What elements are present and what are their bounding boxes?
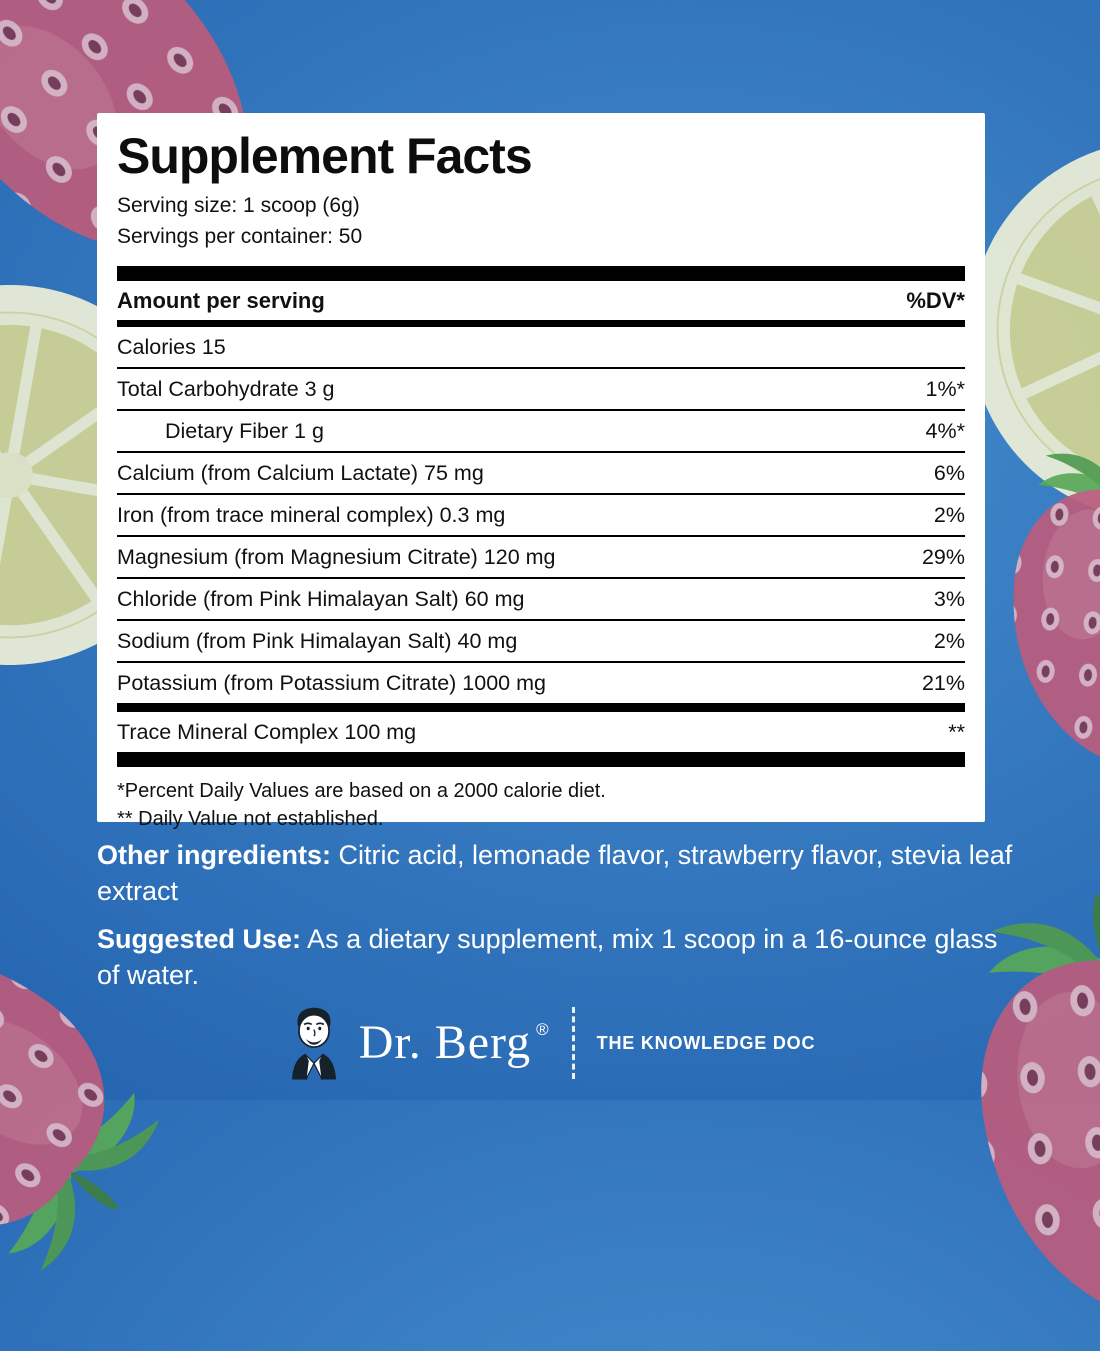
not-established-footnote: ** Daily Value not established. xyxy=(117,808,384,831)
supplement-facts-card: Supplement Facts Serving size: 1 scoop (… xyxy=(97,113,985,830)
page-title: Supplement Facts xyxy=(117,128,533,184)
nutrient-name: Magnesium (from Magnesium Citrate) 120 m… xyxy=(117,544,556,569)
table-header: Amount per serving %DV* xyxy=(117,281,965,320)
header-divider xyxy=(117,319,965,327)
serving-size-text: Serving size: 1 scoop (6g) xyxy=(117,194,360,217)
table-row: Magnesium (from Magnesium Citrate) 120 m… xyxy=(117,534,965,577)
nutrient-name: Potassium (from Potassium Citrate) 1000 … xyxy=(117,670,546,695)
nutrient-dv: 2% xyxy=(933,502,965,527)
nutrient-dv: 21% xyxy=(921,670,965,695)
nutrient-dv: 1%* xyxy=(925,376,965,401)
nutrient-dv: 29% xyxy=(921,544,965,569)
nutrient-name: Calories 15 xyxy=(117,334,226,359)
table-row: Calcium (from Calcium Lactate) 75 mg 6% xyxy=(117,450,965,493)
other-ingredients: Other ingredients: Citric acid, lemonade… xyxy=(97,838,1017,909)
amount-per-serving-header: Amount per serving xyxy=(117,287,325,313)
strawberry-image xyxy=(974,432,1100,778)
servings-per-container-text: Servings per container: 50 xyxy=(117,224,363,248)
nutrient-name: Iron (from trace mineral complex) 0.3 mg xyxy=(117,502,506,527)
suggested-use-label: Suggested Use: xyxy=(97,924,302,954)
table-row: Dietary Fiber 1 g 4%* xyxy=(117,408,965,451)
dr-berg-face-icon xyxy=(285,1003,343,1083)
brand-bar: Dr. Berg ® THE KNOWLEDGE DOC xyxy=(0,998,1100,1088)
suggested-use-text: As a dietary supplement, mix 1 scoop in … xyxy=(97,924,998,990)
suggested-use: Suggested Use: As a dietary supplement, … xyxy=(97,922,1017,993)
nutrient-name: Sodium (from Pink Himalayan Salt) 40 mg xyxy=(117,628,518,653)
nutrient-dv: ** xyxy=(948,719,965,744)
dv-footnote: *Percent Daily Values are based on a 200… xyxy=(117,779,606,802)
registered-mark: ® xyxy=(536,1020,550,1039)
table-row: Sodium (from Pink Himalayan Salt) 40 mg … xyxy=(117,618,965,661)
other-ingredients-label: Other ingredients: xyxy=(97,840,332,870)
brand-name-text: Dr. Berg xyxy=(358,1016,532,1069)
table-bottom-bar xyxy=(117,751,965,767)
nutrient-name: Trace Mineral Complex 100 mg xyxy=(117,719,417,744)
dv-header: %DV* xyxy=(906,287,965,313)
brand-tagline: THE KNOWLEDGE DOC xyxy=(596,1032,816,1053)
table-row: Calories 15 xyxy=(117,327,965,367)
table-row: Iron (from trace mineral complex) 0.3 mg… xyxy=(117,492,965,535)
table-row: Potassium (from Potassium Citrate) 1000 … xyxy=(117,660,965,703)
nutrient-name: Calcium (from Calcium Lactate) 75 mg xyxy=(117,460,484,485)
nutrient-dv: 6% xyxy=(933,460,965,485)
nutrient-name: Total Carbohydrate 3 g xyxy=(117,376,335,401)
nutrient-name: Chloride (from Pink Himalayan Salt) 60 m… xyxy=(117,586,525,611)
footnotes: *Percent Daily Values are based on a 200… xyxy=(117,777,965,834)
other-ingredients-text: Citric acid, lemonade flavor, strawberry… xyxy=(97,840,1013,906)
nutrient-dv: 3% xyxy=(933,586,965,611)
table-row: Chloride (from Pink Himalayan Salt) 60 m… xyxy=(117,576,965,619)
nutrient-dv: 2% xyxy=(933,628,965,653)
nutrient-name: Dietary Fiber 1 g xyxy=(165,418,324,443)
brand-name: Dr. Berg ® xyxy=(359,1019,550,1067)
table-top-bar xyxy=(117,265,965,281)
logo-divider xyxy=(571,1007,575,1079)
table-row: Trace Mineral Complex 100 mg ** xyxy=(117,702,965,752)
table-row: Total Carbohydrate 3 g 1%* xyxy=(117,366,965,409)
nutrient-dv: 4%* xyxy=(925,418,965,443)
